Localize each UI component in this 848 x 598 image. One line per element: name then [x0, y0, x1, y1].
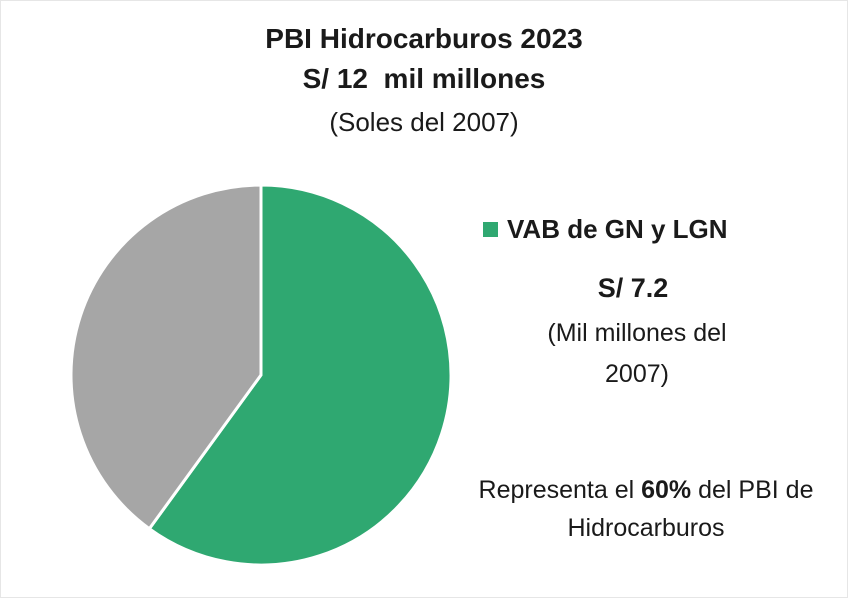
annotation-text: Representa el	[478, 476, 635, 504]
chart-title: PBI Hidrocarburos 2023	[265, 23, 583, 54]
pie-slice	[147, 183, 453, 567]
legend-unit: (Mil millones del 2007)	[547, 319, 727, 388]
legend-value: S/ 7.2	[597, 273, 669, 303]
annotation: Representa el 60% del PBI de Hidrocarbur…	[471, 471, 821, 547]
chart-subtitle: S/ 12 mil millones	[302, 63, 546, 94]
pie-slice	[69, 183, 263, 531]
subtitle-note: (Soles del 2007)	[329, 107, 519, 137]
annotation-text: del PBI de Hidrocarburos	[567, 476, 814, 542]
legend-label: VAB de GN y LGN	[507, 213, 728, 244]
annotation-highlight: 60%	[641, 476, 692, 504]
legend-swatch	[483, 221, 498, 237]
legend: VAB de GN y LGN	[483, 213, 728, 245]
